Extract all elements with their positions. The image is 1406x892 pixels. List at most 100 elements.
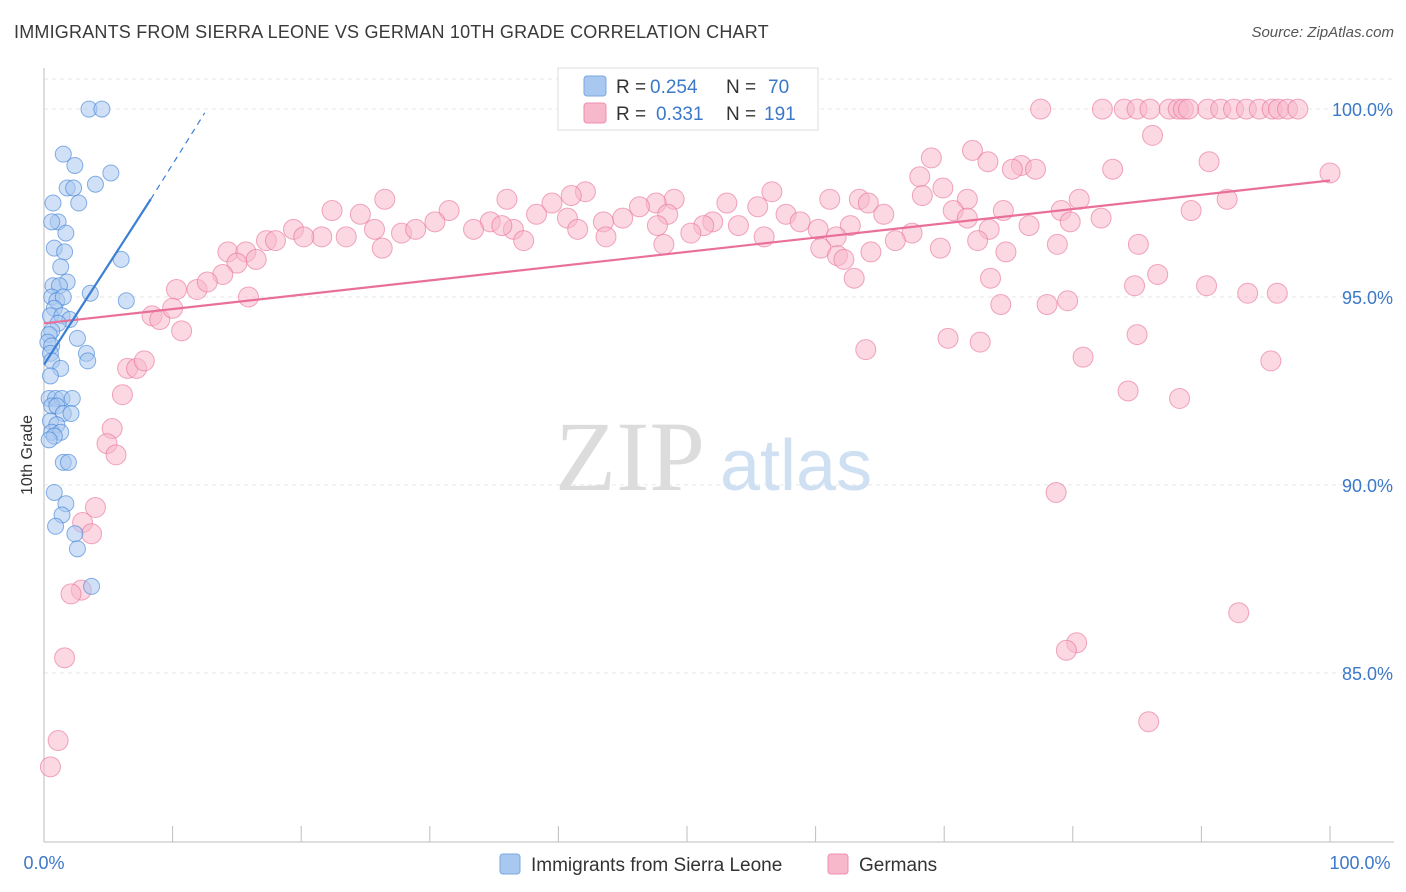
sierra-leone-trend-line xyxy=(43,198,152,366)
german-point xyxy=(612,207,634,229)
german-point xyxy=(929,237,951,259)
german-point xyxy=(860,241,882,263)
german-point xyxy=(1068,188,1090,210)
y-tick-label: 85.0% xyxy=(1342,664,1393,684)
german-point xyxy=(196,271,218,293)
german-point xyxy=(424,211,446,233)
german-point xyxy=(857,192,879,214)
sierra-leone-point xyxy=(117,292,135,310)
series-legend-label-pink: Germans xyxy=(859,855,937,876)
german-point xyxy=(595,226,617,248)
german-point xyxy=(1030,98,1052,120)
german-point xyxy=(1091,98,1113,120)
source-label: Source: ZipAtlas.com xyxy=(1251,24,1394,41)
legend-r-value-pink: 0.331 xyxy=(656,104,704,125)
german-point xyxy=(839,215,861,237)
german-point xyxy=(1117,380,1139,402)
german-point xyxy=(747,196,769,218)
german-point xyxy=(1001,158,1023,180)
german-point xyxy=(39,756,61,778)
german-point xyxy=(1127,233,1149,255)
legend-n-value-blue: 70 xyxy=(768,77,789,98)
german-point xyxy=(293,226,315,248)
german-point xyxy=(1180,200,1202,222)
german-point xyxy=(761,181,783,203)
sierra-leone-point xyxy=(56,243,74,261)
german-point xyxy=(716,192,738,214)
watermark: ZIP atlas xyxy=(555,401,872,512)
german-point xyxy=(81,523,103,545)
german-point xyxy=(979,267,1001,289)
sierra-leone-point xyxy=(66,156,84,174)
series-legend: Immigrants from Sierra Leone Germans xyxy=(499,853,937,876)
german-point xyxy=(1025,158,1047,180)
german-point xyxy=(920,147,942,169)
german-point xyxy=(789,211,811,233)
sierra-leone-point xyxy=(45,483,63,501)
sierra-leone-point xyxy=(65,179,83,197)
germans-trend-line xyxy=(43,179,1331,325)
german-point xyxy=(961,139,983,161)
y-tick-label: 95.0% xyxy=(1342,288,1393,308)
german-point xyxy=(321,200,343,222)
german-point xyxy=(311,226,333,248)
german-point xyxy=(873,203,895,225)
sierra-leone-point xyxy=(93,100,111,118)
german-point xyxy=(364,218,386,240)
sierra-leone-point xyxy=(66,525,84,543)
series-legend-swatch-pink xyxy=(827,853,849,875)
german-point xyxy=(995,241,1017,263)
german-point xyxy=(843,267,865,289)
german-point xyxy=(1124,275,1146,297)
sierra-leone-point xyxy=(41,367,59,385)
sierra-leone-trend-extension xyxy=(150,112,206,200)
german-point xyxy=(1169,387,1191,409)
y-tick-label: 100.0% xyxy=(1332,100,1393,120)
german-point xyxy=(237,286,259,308)
sierra-leone-point xyxy=(102,164,120,182)
sierra-leone-point xyxy=(40,431,58,449)
german-point xyxy=(541,192,563,214)
german-point xyxy=(628,196,650,218)
y-axis-title: 10th Grade xyxy=(19,415,36,495)
stats-legend: R = 0.254 N = 70 R = 0.331 N = 191 xyxy=(557,67,819,131)
series-legend-label-blue: Immigrants from Sierra Leone xyxy=(531,855,782,876)
sierra-leone-point xyxy=(47,517,65,535)
german-point xyxy=(855,339,877,361)
german-point xyxy=(1138,711,1160,733)
german-point xyxy=(496,188,518,210)
x-ticks xyxy=(172,826,1331,842)
german-point xyxy=(653,233,675,255)
legend-swatch-pink xyxy=(583,102,607,124)
sierra-leone-point xyxy=(63,389,81,407)
legend-r-value-blue: 0.254 xyxy=(650,77,698,98)
sierra-leone-point xyxy=(59,453,77,471)
german-point xyxy=(967,230,989,252)
sierra-leone-point xyxy=(83,577,101,595)
german-point xyxy=(1036,294,1058,316)
german-point xyxy=(60,583,82,605)
german-point xyxy=(438,200,460,222)
german-point xyxy=(969,331,991,353)
german-point xyxy=(727,215,749,237)
german-point xyxy=(1196,275,1218,297)
german-point xyxy=(560,185,582,207)
y-tick-label: 90.0% xyxy=(1342,476,1393,496)
german-point xyxy=(245,248,267,270)
legend-r-label-blue: R = xyxy=(616,77,646,98)
watermark-zip: ZIP xyxy=(555,401,705,512)
german-point xyxy=(47,730,69,752)
german-point xyxy=(1090,207,1112,229)
german-point xyxy=(371,237,393,259)
german-point xyxy=(1126,324,1148,346)
legend-n-label-blue: N = xyxy=(726,77,756,98)
y-tick-labels: 85.0% 90.0% 95.0% 100.0% xyxy=(1332,100,1393,684)
german-point xyxy=(1139,98,1161,120)
sierra-leone-point xyxy=(52,258,70,276)
german-point xyxy=(111,384,133,406)
german-point xyxy=(349,203,371,225)
sierra-leone-point xyxy=(70,194,88,212)
german-point xyxy=(819,188,841,210)
german-point xyxy=(956,207,978,229)
legend-swatch-blue xyxy=(583,75,607,97)
